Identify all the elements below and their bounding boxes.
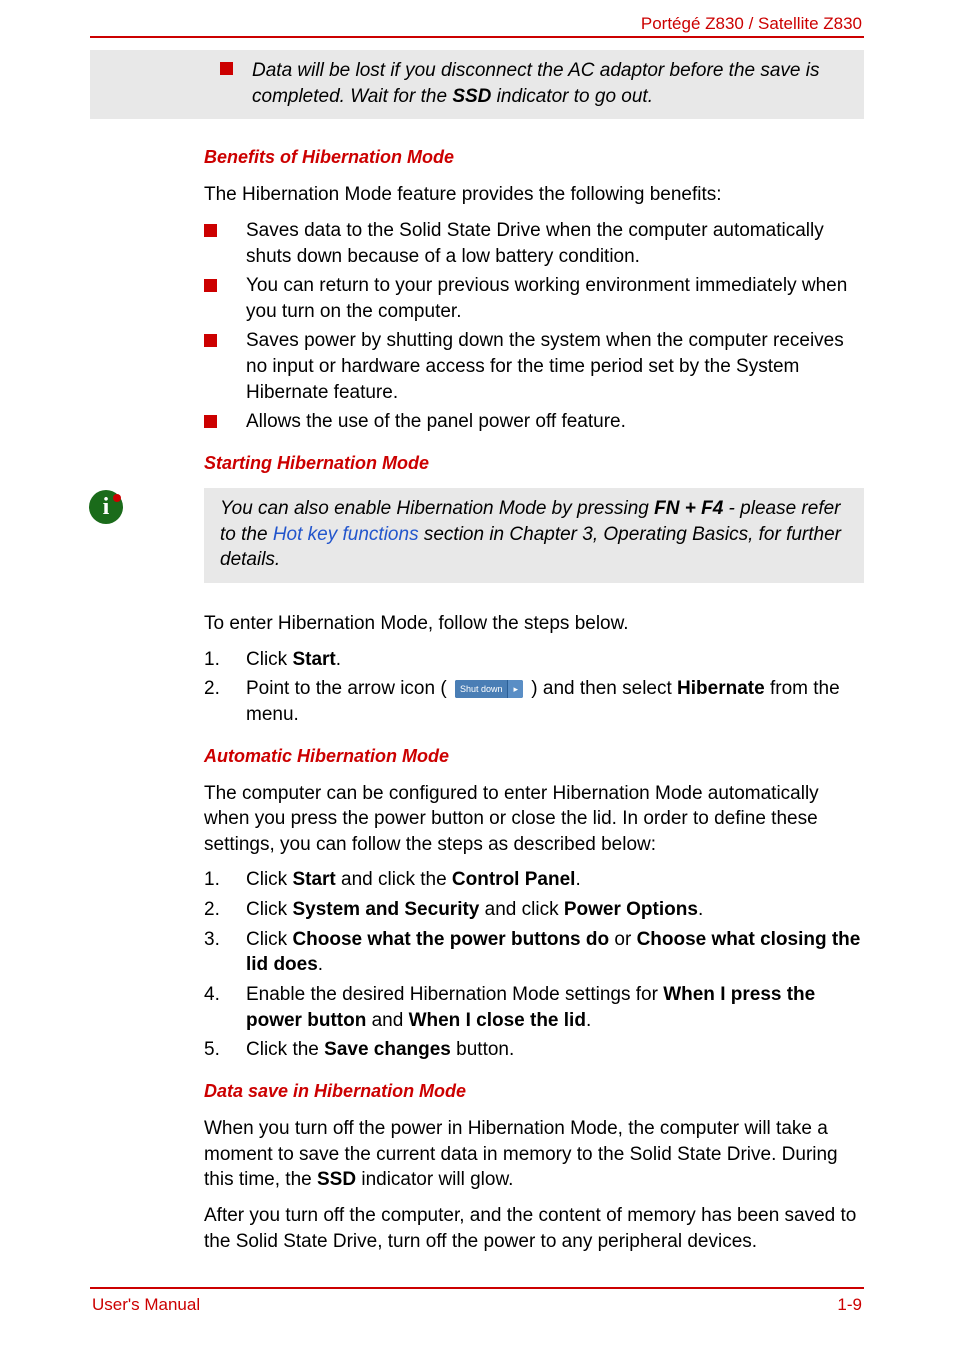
info-pre: You can also enable Hibernation Mode by …: [220, 498, 654, 519]
step-text-pre: Click: [246, 869, 292, 890]
step-number: 5.: [204, 1037, 220, 1063]
datasave-p2: After you turn off the computer, and the…: [204, 1203, 864, 1254]
info-callout: i You can also enable Hibernation Mode b…: [204, 488, 864, 583]
step-text-mid: ) and then select: [526, 678, 677, 699]
step-bold: When I close the lid: [409, 1010, 586, 1031]
list-item: You can return to your previous working …: [204, 273, 864, 324]
footer-manual-label: User's Manual: [92, 1295, 200, 1315]
step-bold: Start: [292, 649, 335, 670]
steps1-list: 1. Click Start. 2. Point to the arrow ic…: [204, 647, 864, 728]
shutdown-button-icon: Shut down▸: [455, 680, 523, 698]
step-number: 2.: [204, 676, 220, 702]
step-bold: System and Security: [292, 899, 479, 920]
footer-page-number: 1-9: [837, 1295, 862, 1315]
step-text-post: button.: [451, 1039, 514, 1060]
benefits-list: Saves data to the Solid State Drive when…: [204, 218, 864, 435]
datasave-p1: When you turn off the power in Hibernati…: [204, 1116, 864, 1193]
step-number: 4.: [204, 982, 220, 1008]
heading-starting: Starting Hibernation Mode: [204, 453, 864, 474]
shutdown-label: Shut down: [455, 680, 508, 698]
step-text-mid: and click the: [336, 869, 452, 890]
warning-bold: SSD: [452, 86, 491, 107]
step-bold: Save changes: [324, 1039, 451, 1060]
step-bold: Hibernate: [677, 678, 765, 699]
automatic-steps: 1. Click Start and click the Control Pan…: [204, 867, 864, 1062]
p1-post: indicator will glow.: [356, 1169, 513, 1190]
step-number: 2.: [204, 897, 220, 923]
step-text-post: .: [586, 1010, 591, 1031]
step-text-pre: Click: [246, 929, 292, 950]
step-text-post: .: [698, 899, 703, 920]
heading-datasave: Data save in Hibernation Mode: [204, 1081, 864, 1102]
list-item: 4. Enable the desired Hibernation Mode s…: [204, 982, 864, 1033]
warning-callout: Data will be lost if you disconnect the …: [90, 50, 864, 119]
list-item: 1. Click Start and click the Control Pan…: [204, 867, 864, 893]
list-item: 2. Point to the arrow icon ( Shut down▸ …: [204, 676, 864, 727]
step-text-post: .: [318, 954, 323, 975]
step-text-mid: and: [366, 1010, 408, 1031]
step-text-mid: and click: [479, 899, 563, 920]
step-text-pre: Point to the arrow icon (: [246, 678, 452, 699]
p1-pre: When you turn off the power in Hibernati…: [204, 1118, 838, 1190]
step-bold: Control Panel: [452, 869, 576, 890]
list-item: 5. Click the Save changes button.: [204, 1037, 864, 1063]
step-number: 1.: [204, 867, 220, 893]
step-text-pre: Click the: [246, 1039, 324, 1060]
list-item: Saves power by shutting down the system …: [204, 328, 864, 405]
step-text-post: .: [575, 869, 580, 890]
info-text: You can also enable Hibernation Mode by …: [220, 496, 848, 573]
benefits-intro: The Hibernation Mode feature provides th…: [204, 182, 864, 208]
shutdown-arrow-icon: ▸: [507, 680, 523, 698]
step-bold: Choose what the power buttons do: [292, 929, 609, 950]
list-item: 2. Click System and Security and click P…: [204, 897, 864, 923]
warning-text: Data will be lost if you disconnect the …: [220, 58, 848, 109]
step-bold: Start: [292, 869, 335, 890]
list-item: Saves data to the Solid State Drive when…: [204, 218, 864, 269]
step-text-pre: Click: [246, 649, 292, 670]
info-key: FN + F4: [654, 498, 723, 519]
header-product: Portégé Z830 / Satellite Z830: [641, 14, 862, 34]
step-bold: Power Options: [564, 899, 698, 920]
steps1-intro: To enter Hibernation Mode, follow the st…: [204, 611, 864, 637]
step-number: 3.: [204, 927, 220, 953]
list-item: Allows the use of the panel power off fe…: [204, 409, 864, 435]
p1-bold: SSD: [317, 1169, 356, 1190]
warning-text-suffix: indicator to go out.: [491, 86, 653, 107]
automatic-intro: The computer can be configured to enter …: [204, 781, 864, 858]
step-text-pre: Click: [246, 899, 292, 920]
step-number: 1.: [204, 647, 220, 673]
heading-automatic: Automatic Hibernation Mode: [204, 746, 864, 767]
info-icon: i: [89, 490, 125, 526]
hotkey-link[interactable]: Hot key functions: [273, 524, 419, 545]
list-item: 3. Click Choose what the power buttons d…: [204, 927, 864, 978]
step-text-pre: Enable the desired Hibernation Mode sett…: [246, 984, 663, 1005]
info-icon-circle: i: [89, 490, 123, 524]
heading-benefits: Benefits of Hibernation Mode: [204, 147, 864, 168]
header-divider: [90, 36, 864, 38]
step-text-post: .: [336, 649, 341, 670]
step-text-mid: or: [609, 929, 636, 950]
footer-divider: [90, 1287, 864, 1289]
bullet-square-icon: [220, 62, 233, 75]
info-icon-dot: [113, 494, 121, 502]
list-item: 1. Click Start.: [204, 647, 864, 673]
